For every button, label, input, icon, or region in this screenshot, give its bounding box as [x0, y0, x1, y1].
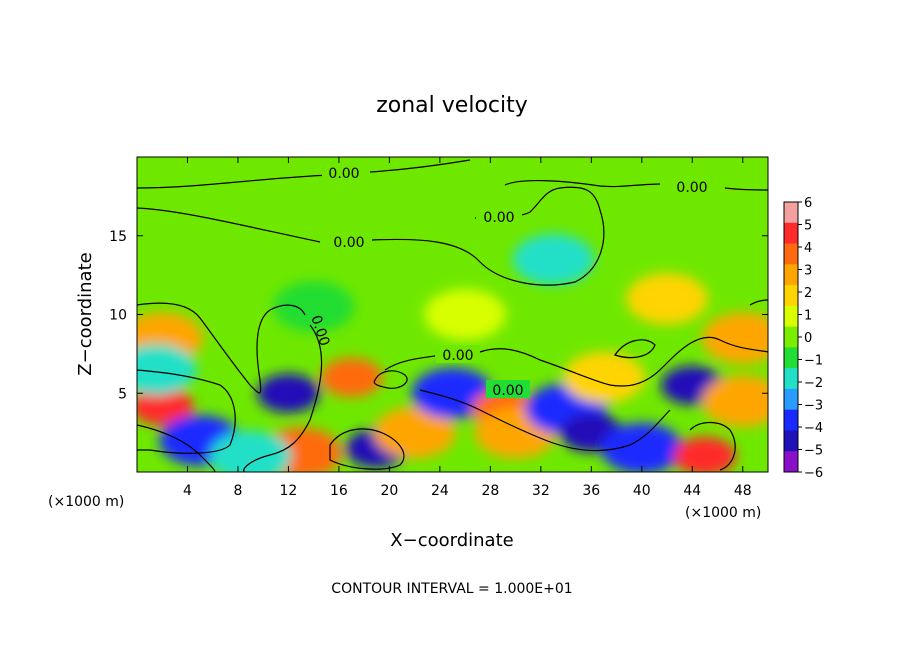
- y-tick-label: 10: [109, 308, 127, 324]
- contour-line: [373, 370, 408, 389]
- colorbar-label: −3: [804, 399, 823, 414]
- heatmap-cell: [257, 373, 320, 413]
- colorbar-label: −5: [804, 444, 823, 459]
- colorbar-label: 6: [804, 196, 812, 211]
- colorbar-swatch: [784, 222, 798, 245]
- contour-lines: [137, 159, 768, 472]
- heatmap-cell: [673, 436, 737, 472]
- contour-label-bg: [486, 380, 530, 398]
- heatmap-cell: [209, 430, 292, 472]
- colorbar-swatch: [784, 388, 798, 411]
- x-tick-label: 40: [633, 483, 651, 499]
- colorbar-label: 4: [804, 241, 812, 256]
- contour-line: [137, 369, 236, 454]
- contour-label: 0.00: [328, 166, 359, 182]
- contour-line: [504, 180, 768, 191]
- x-tick-label: 28: [481, 483, 499, 499]
- colorbar-swatch: [784, 326, 798, 348]
- heatmap-field: [137, 157, 768, 472]
- y-axis-label: Z−coordinate: [75, 252, 96, 375]
- contour-label-bg: [664, 177, 720, 195]
- colorbar-label: −1: [804, 354, 823, 369]
- x-tick-label: 24: [431, 483, 449, 499]
- contour-line: [243, 324, 323, 472]
- contour-line: [689, 421, 736, 471]
- heatmap-features: [137, 233, 768, 472]
- contour-label: 0.00: [442, 348, 473, 364]
- contour-label: 0.00: [492, 383, 523, 399]
- colorbar-swatch: [784, 368, 798, 390]
- contour-label: 0.00: [483, 210, 514, 226]
- heatmap-cell: [272, 281, 355, 333]
- x-axis-ticks: 4 8 12 16 20 24 28 32 36 40 44 48: [183, 157, 752, 499]
- heatmap-cell: [512, 233, 595, 285]
- contour-line: [137, 159, 471, 189]
- contour-label-bg: [476, 207, 522, 225]
- colorbar-swatch: [784, 285, 798, 307]
- contour-label: 0.00: [333, 235, 364, 251]
- contour-label-bg: [322, 163, 366, 181]
- heatmap-cell: [701, 312, 768, 364]
- contour-label: 0.00: [676, 180, 707, 196]
- x-unit-left: (×1000 m): [48, 494, 124, 510]
- colorbar-label: 1: [804, 309, 812, 324]
- colorbar-swatch: [784, 264, 798, 286]
- colorbar-label: −6: [804, 466, 823, 481]
- contour-interval-note: CONTOUR INTERVAL = 1.000E+01: [331, 581, 572, 597]
- x-tick-label: 20: [380, 483, 398, 499]
- colorbar-label: 2: [804, 286, 812, 301]
- x-tick-label: 4: [183, 483, 192, 499]
- heatmap-cell: [320, 358, 383, 397]
- contour-line: [419, 389, 671, 452]
- contour-label-bg: [326, 232, 372, 250]
- y-tick-label: 5: [118, 386, 127, 402]
- x-tick-label: 8: [233, 483, 242, 499]
- heatmap-cell: [373, 407, 456, 459]
- contour-line: [137, 424, 216, 472]
- x-tick-label: 16: [330, 483, 348, 499]
- colorbar-swatch: [784, 409, 798, 431]
- colorbar-swatch: [784, 430, 798, 452]
- chart-title: zonal velocity: [376, 93, 528, 118]
- x-tick-label: 48: [734, 483, 752, 499]
- heatmap-cell: [137, 386, 194, 426]
- colorbar-swatch: [784, 347, 798, 369]
- contour-line: [137, 186, 605, 286]
- contour-line: [614, 339, 656, 359]
- colorbar-swatch: [784, 305, 798, 328]
- colorbar-swatch: [784, 243, 798, 265]
- colorbar: 6 5 4 3 2 1 0 −1 −2 −3 −4 −5 −6: [783, 196, 823, 481]
- x-tick-label: 32: [532, 483, 550, 499]
- contour-line: [384, 336, 768, 387]
- heatmap-cell: [626, 273, 708, 325]
- y-tick-label: 15: [109, 229, 127, 245]
- colorbar-label: −2: [804, 376, 823, 391]
- x-tick-label: 36: [582, 483, 600, 499]
- colorbar-label: 0: [804, 331, 812, 346]
- colorbar-label: −4: [804, 421, 823, 436]
- heatmap-cell: [137, 344, 197, 396]
- heatmap-cell: [701, 375, 768, 427]
- colorbar-swatch: [784, 451, 798, 473]
- y-axis-ticks: 5 10 15: [109, 229, 768, 402]
- colorbar-label: 5: [804, 219, 812, 234]
- heatmap-cell: [601, 422, 683, 472]
- colorbar-swatch: [784, 202, 798, 224]
- heatmap-cell: [563, 352, 645, 403]
- contour-line: [749, 299, 768, 306]
- contour-label-bg: [436, 345, 480, 363]
- contour-line: [137, 302, 306, 394]
- heatmap-cell: [424, 289, 506, 340]
- x-axis-label: X−coordinate: [390, 530, 513, 551]
- x-unit-right: (×1000 m): [685, 505, 761, 521]
- contour-line: [329, 428, 405, 470]
- x-tick-label: 44: [683, 483, 701, 499]
- x-tick-label: 12: [280, 483, 298, 499]
- colorbar-label: 3: [804, 264, 812, 279]
